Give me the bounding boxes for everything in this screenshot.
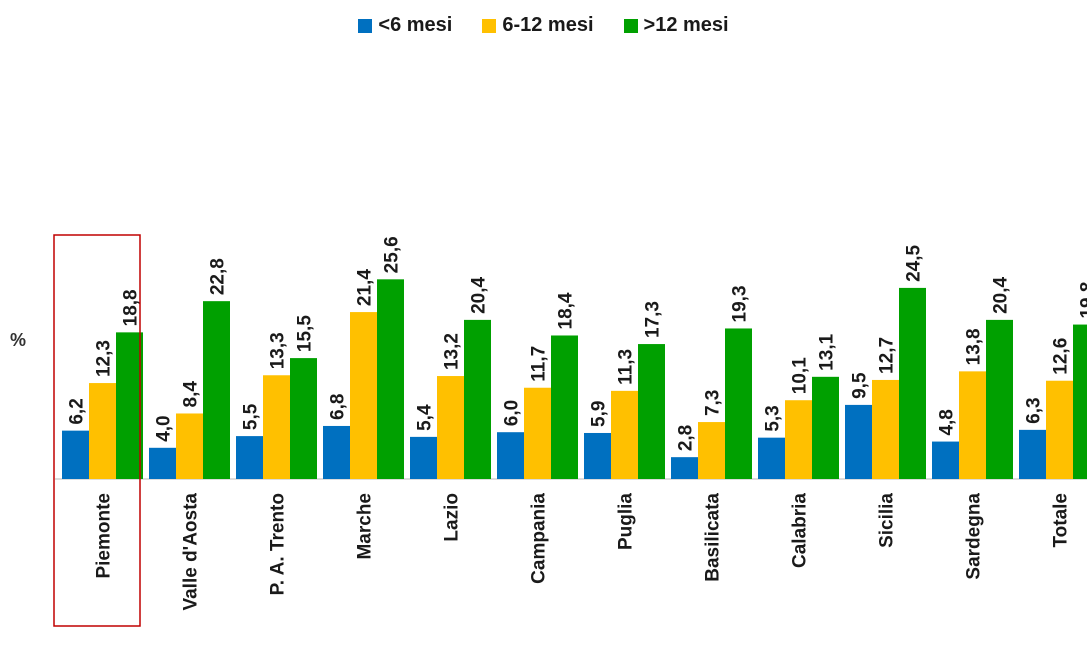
legend-label-2: >12 mesi: [643, 14, 729, 36]
category-label-4: Lazio: [442, 493, 463, 542]
bar-1-2: [203, 301, 230, 479]
bar-7-1: [698, 422, 725, 479]
bar-9-1: [872, 379, 899, 479]
legend-item-0: <6 mesi: [358, 14, 452, 37]
data-label-5-0: 6,0: [502, 400, 523, 426]
bar-8-0: [758, 437, 785, 479]
legend-swatch-2: [623, 18, 638, 33]
bar-7-2: [725, 328, 752, 479]
bar-3-0: [323, 425, 350, 479]
category-label-3: Marche: [355, 493, 376, 560]
chart-legend: <6 mesi 6-12 mesi >12 mesi: [0, 14, 1087, 37]
data-label-9-2: 24,5: [904, 244, 925, 281]
highlight-box: [53, 234, 141, 627]
bar-1-1: [176, 413, 203, 479]
bar-4-0: [410, 436, 437, 479]
data-label-7-0: 2,8: [676, 425, 697, 451]
data-label-1-0: 4,0: [154, 415, 175, 441]
bar-1-0: [149, 447, 176, 479]
data-label-9-1: 12,7: [877, 337, 898, 374]
data-label-10-1: 13,8: [964, 328, 985, 365]
data-label-0-0: 6,2: [67, 398, 88, 424]
bar-11-2: [1073, 324, 1087, 479]
category-label-2: P. A. Trento: [268, 493, 289, 595]
data-label-0-1: 12,3: [94, 340, 115, 377]
bar-5-0: [497, 432, 524, 479]
data-label-9-0: 9,5: [850, 372, 871, 399]
bar-11-1: [1046, 380, 1073, 479]
data-label-4-0: 5,4: [415, 404, 436, 431]
bar-0-1: [89, 383, 116, 479]
data-label-7-2: 19,3: [730, 285, 751, 322]
data-label-0-2: 18,8: [121, 289, 142, 326]
data-label-2-1: 13,3: [268, 332, 289, 369]
category-label-5: Campania: [529, 493, 550, 584]
data-label-1-2: 22,8: [208, 258, 229, 295]
data-label-5-1: 11,7: [529, 346, 550, 382]
bar-10-0: [932, 441, 959, 479]
data-label-2-2: 15,5: [295, 315, 316, 352]
data-label-3-0: 6,8: [328, 394, 349, 420]
legend-label-1: 6-12 mesi: [502, 14, 594, 36]
legend-item-2: >12 mesi: [623, 14, 729, 37]
data-label-2-0: 5,5: [241, 403, 262, 430]
bar-6-1: [611, 390, 638, 479]
bar-10-2: [986, 319, 1013, 479]
data-label-11-1: 12,6: [1051, 338, 1072, 375]
bar-4-2: [464, 319, 491, 479]
data-label-6-2: 17,3: [643, 301, 664, 338]
legend-label-0: <6 mesi: [378, 14, 453, 36]
data-label-5-2: 18,4: [556, 292, 577, 329]
bar-2-0: [236, 436, 263, 479]
legend-swatch-0: [358, 18, 373, 33]
bar-5-1: [524, 387, 551, 479]
bar-4-1: [437, 376, 464, 479]
data-label-6-1: 11,3: [616, 349, 637, 385]
data-label-1-1: 8,4: [181, 381, 202, 408]
data-label-4-1: 13,2: [442, 333, 463, 370]
bar-3-2: [377, 279, 404, 479]
data-label-7-1: 7,3: [703, 390, 724, 416]
y-axis-label: %: [10, 330, 27, 350]
data-label-10-2: 20,4: [991, 276, 1012, 313]
data-label-8-2: 13,1: [817, 333, 838, 370]
bar-2-1: [263, 375, 290, 479]
legend-item-1: 6-12 mesi: [482, 14, 594, 37]
bar-0-2: [116, 332, 143, 479]
bar-8-2: [812, 376, 839, 479]
bar-3-1: [350, 312, 377, 479]
data-label-4-2: 20,4: [469, 276, 490, 313]
data-label-11-0: 6,3: [1024, 397, 1045, 423]
category-label-10: Sardegna: [964, 493, 985, 580]
data-label-11-2: 19,8: [1078, 282, 1087, 319]
category-label-7: Basilicata: [703, 493, 724, 582]
bar-11-0: [1019, 429, 1046, 479]
bar-10-1: [959, 371, 986, 479]
data-label-3-2: 25,6: [382, 236, 403, 273]
category-label-1: Valle d'Aosta: [181, 493, 202, 611]
data-label-8-1: 10,1: [790, 357, 811, 394]
bar-6-2: [638, 344, 665, 479]
bar-6-0: [584, 432, 611, 479]
bar-5-2: [551, 335, 578, 479]
category-label-0: Piemonte: [94, 493, 115, 579]
category-label-6: Puglia: [616, 493, 637, 550]
data-label-8-0: 5,3: [763, 405, 784, 431]
bar-9-0: [845, 404, 872, 479]
category-label-11: Totale: [1051, 493, 1072, 548]
legend-swatch-1: [482, 18, 497, 33]
bar-9-2: [899, 287, 926, 479]
category-label-9: Sicilia: [877, 493, 898, 548]
bar-8-1: [785, 400, 812, 479]
data-label-10-0: 4,8: [937, 409, 958, 435]
bar-0-0: [62, 430, 89, 479]
data-label-3-1: 21,4: [355, 269, 376, 306]
bar-2-2: [290, 358, 317, 479]
bar-7-0: [671, 457, 698, 479]
category-label-8: Calabria: [790, 493, 811, 568]
data-label-6-0: 5,9: [589, 401, 610, 427]
